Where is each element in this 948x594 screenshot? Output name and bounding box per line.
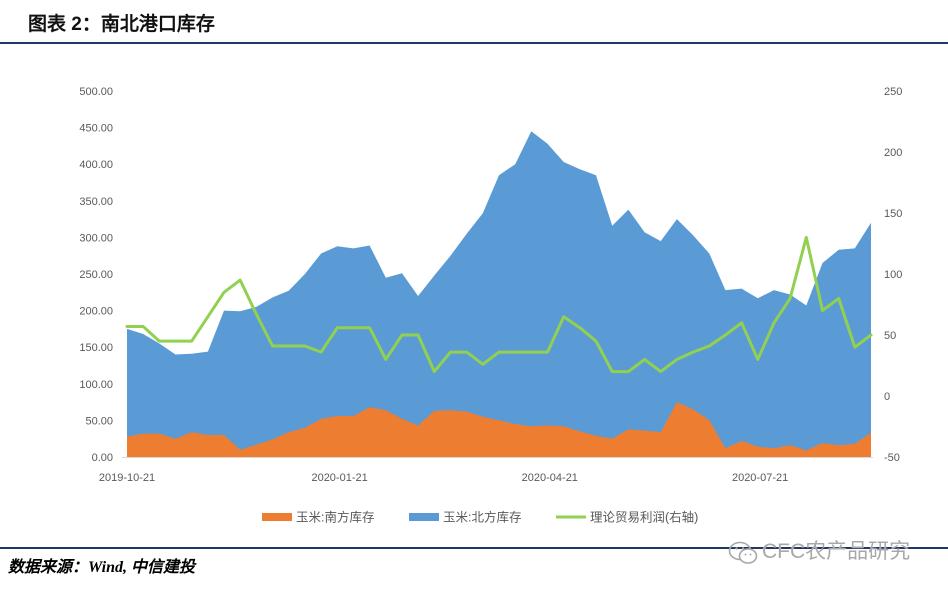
right-axis-tick-label: 50 [884, 330, 896, 342]
axis-tick-labels: 0.00 50.00 100.00 150.00 200.00 250.00 300.00 3… [79, 86, 902, 484]
right-axis-tick-label: 250 [884, 86, 902, 98]
right-axis-tick-label: 0 [884, 391, 890, 403]
legend-swatch-north-inventory [409, 513, 439, 521]
right-axis-tick-label: 200 [884, 147, 902, 159]
wechat-icon [728, 541, 758, 564]
legend-label-south-inventory: 玉米:南方库存 [296, 510, 374, 525]
left-axis-tick-label: 300.00 [79, 232, 113, 244]
left-axis-tick-label: 250.00 [79, 269, 113, 281]
left-axis-tick-label: 350.00 [79, 196, 113, 208]
x-axis-tick-label: 2020-01-21 [311, 472, 367, 484]
x-axis-tick-label: 2020-07-21 [732, 472, 788, 484]
right-axis-tick-label: 150 [884, 208, 902, 220]
trade-profit-line [125, 235, 873, 374]
left-axis-tick-label: 100.00 [79, 379, 113, 391]
title-rule [0, 42, 948, 44]
left-axis-tick-label: 50.00 [85, 415, 113, 427]
x-axis-tick-label: 2019-10-21 [99, 472, 155, 484]
plot-area [125, 131, 873, 458]
left-axis-tick-label: 150.00 [79, 342, 113, 354]
left-axis-tick-label: 500.00 [79, 86, 113, 98]
right-axis-tick-label: 100 [884, 269, 902, 281]
left-axis-tick-label: 400.00 [79, 159, 113, 171]
x-axis-tick-label: 2020-04-21 [522, 472, 578, 484]
left-axis-tick-label: 450.00 [79, 123, 113, 135]
legend-label-north-inventory: 玉米:北方库存 [443, 510, 521, 525]
figure-title: 图表 2：南北港口库存 [28, 14, 215, 35]
left-axis-tick-label: 0.00 [92, 452, 113, 464]
right-axis-tick-label: -50 [884, 452, 900, 464]
south-inventory-area [127, 402, 871, 457]
left-axis-tick-label: 200.00 [79, 306, 113, 318]
legend-swatch-south-inventory [262, 513, 292, 521]
legend-label-trade-profit: 理论贸易利润(右轴) [590, 510, 698, 525]
legend: 玉米:南方库存 玉米:北方库存 理论贸易利润(右轴) [262, 510, 698, 525]
north-inventory-area [127, 131, 871, 458]
watermark-text: CFC农产品研究 [762, 540, 911, 563]
data-source-note: 数据来源：Wind, 中信建投 [8, 559, 195, 576]
footer-rule [0, 547, 948, 549]
